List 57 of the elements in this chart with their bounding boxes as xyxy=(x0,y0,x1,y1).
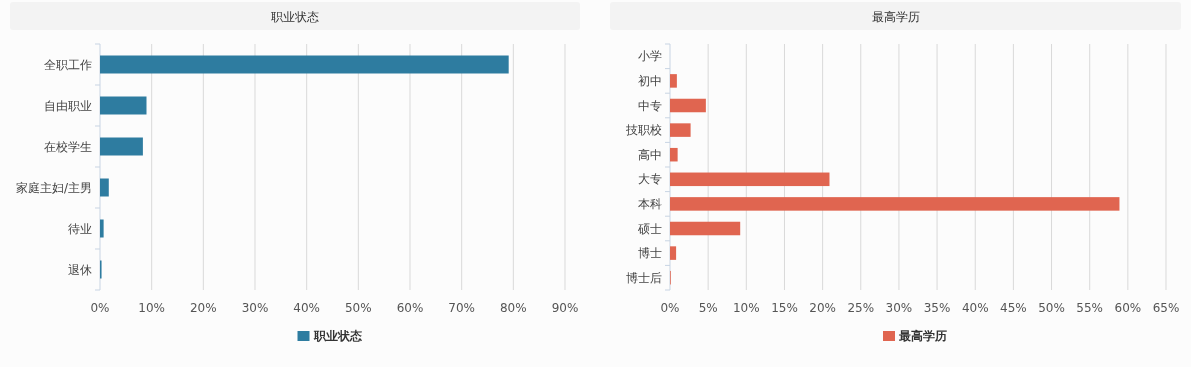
bar xyxy=(670,172,830,187)
y-tick-label: 退休 xyxy=(68,262,92,277)
x-tick-label: 90% xyxy=(551,301,579,315)
x-tick-label: 45% xyxy=(1000,301,1027,315)
x-tick-label: 55% xyxy=(1076,301,1104,315)
bar xyxy=(670,246,677,260)
x-tick-label: 50% xyxy=(1038,301,1065,315)
x-tick-label: 15% xyxy=(771,301,798,315)
x-tick-label: 10% xyxy=(138,301,165,315)
y-tick-label: 在校学生 xyxy=(44,139,92,154)
x-tick-label: 50% xyxy=(345,301,372,315)
bar xyxy=(670,123,691,137)
bar xyxy=(100,219,104,238)
y-tick-label: 博士 xyxy=(638,246,662,261)
y-tick-label: 硕士 xyxy=(637,221,662,236)
bar xyxy=(100,96,147,115)
bar xyxy=(670,221,741,236)
y-tick-label: 小学 xyxy=(638,49,662,64)
bar xyxy=(670,197,1120,211)
x-tick-label: 35% xyxy=(923,301,951,315)
y-tick-label: 技职校 xyxy=(625,123,662,138)
bar xyxy=(670,147,678,162)
bar xyxy=(100,178,109,197)
x-tick-label: 40% xyxy=(961,301,989,315)
legend-label: 职业状态 xyxy=(312,329,363,343)
y-tick-label: 待业 xyxy=(68,221,92,236)
x-tick-label: 60% xyxy=(396,301,424,315)
x-tick-label: 20% xyxy=(809,301,836,315)
chart-title: 职业状态 xyxy=(271,10,319,24)
x-tick-label: 30% xyxy=(241,301,269,315)
x-tick-label: 30% xyxy=(885,301,913,315)
x-tick-label: 10% xyxy=(732,301,760,315)
chart-title: 最高学历 xyxy=(871,10,920,24)
bar xyxy=(100,55,509,74)
y-tick-label: 自由职业 xyxy=(44,98,92,113)
y-tick-label: 高中 xyxy=(638,147,662,162)
x-tick-label: 5% xyxy=(698,301,718,315)
y-tick-label: 博士后 xyxy=(626,270,662,285)
x-tick-label: 20% xyxy=(190,301,217,315)
y-tick-label: 初中 xyxy=(638,73,662,88)
x-tick-label: 80% xyxy=(500,301,527,315)
bar xyxy=(100,137,143,156)
bar xyxy=(670,98,706,113)
y-tick-label: 中专 xyxy=(638,98,662,113)
x-tick-label: 40% xyxy=(293,301,320,315)
y-tick-label: 全职工作 xyxy=(44,57,92,72)
x-tick-label: 60% xyxy=(1114,301,1142,315)
x-tick-label: 0% xyxy=(660,301,680,315)
x-tick-label: 70% xyxy=(448,301,475,315)
bar xyxy=(670,74,677,88)
y-tick-label: 家庭主妇/主男 xyxy=(15,180,92,195)
y-tick-label: 大专 xyxy=(638,172,662,187)
x-tick-label: 25% xyxy=(847,301,875,315)
legend-label: 最高学历 xyxy=(898,329,947,343)
y-tick-label: 本科 xyxy=(638,196,662,211)
x-tick-label: 0% xyxy=(90,301,110,315)
x-tick-label: 65% xyxy=(1152,301,1180,315)
